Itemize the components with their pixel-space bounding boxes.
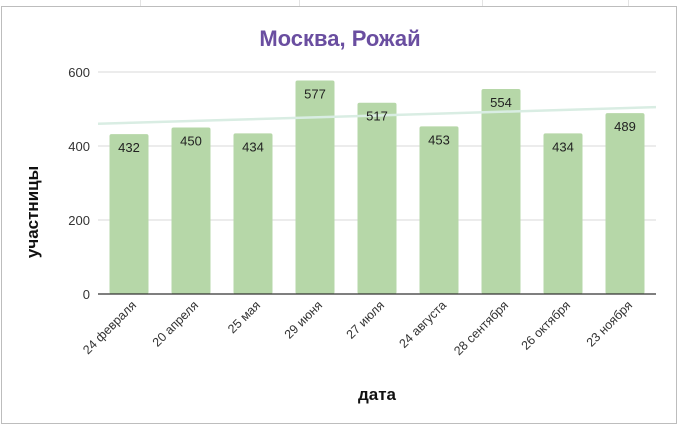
cell-gridline <box>628 0 629 6</box>
y-tick-label: 600 <box>68 65 90 80</box>
bar <box>171 127 211 294</box>
bar <box>233 133 273 294</box>
cell-gridline <box>140 0 141 6</box>
x-tick-label: 24 февраля <box>80 298 139 357</box>
x-tick-label: 25 мая <box>225 298 263 336</box>
trendline <box>97 105 657 126</box>
data-label: 453 <box>428 132 450 147</box>
bar <box>605 113 645 294</box>
bar <box>357 102 397 295</box>
data-label: 489 <box>614 119 636 134</box>
data-label: 577 <box>304 87 326 102</box>
x-tick-label: 26 октября <box>519 298 574 353</box>
y-tick-label: 400 <box>68 139 90 154</box>
cell-gridline <box>482 0 483 6</box>
bar <box>109 134 149 294</box>
data-label: 554 <box>490 95 512 110</box>
data-label: 434 <box>552 139 574 154</box>
bar <box>295 80 335 294</box>
chart-title: Москва, Рожай <box>259 26 421 51</box>
data-label: 432 <box>118 140 140 155</box>
bar <box>543 133 583 294</box>
x-tick-label: 23 ноября <box>584 298 635 349</box>
data-label: 434 <box>242 139 264 154</box>
y-tick-label: 200 <box>68 213 90 228</box>
bar <box>481 89 521 295</box>
x-tick-label: 29 июня <box>282 298 325 341</box>
cell-gridline <box>299 0 300 6</box>
x-tick-label: 24 августа <box>396 298 449 351</box>
x-axis-title: дата <box>358 385 397 404</box>
y-axis-title: участницы <box>23 166 42 258</box>
x-tick-label: 20 апреля <box>150 298 201 349</box>
y-tick-label: 0 <box>83 287 90 302</box>
data-label: 517 <box>366 109 388 124</box>
bar <box>419 126 459 294</box>
x-tick-label: 28 сентября <box>451 298 511 358</box>
data-label: 450 <box>180 134 202 149</box>
x-tick-label: 27 июля <box>344 298 388 342</box>
